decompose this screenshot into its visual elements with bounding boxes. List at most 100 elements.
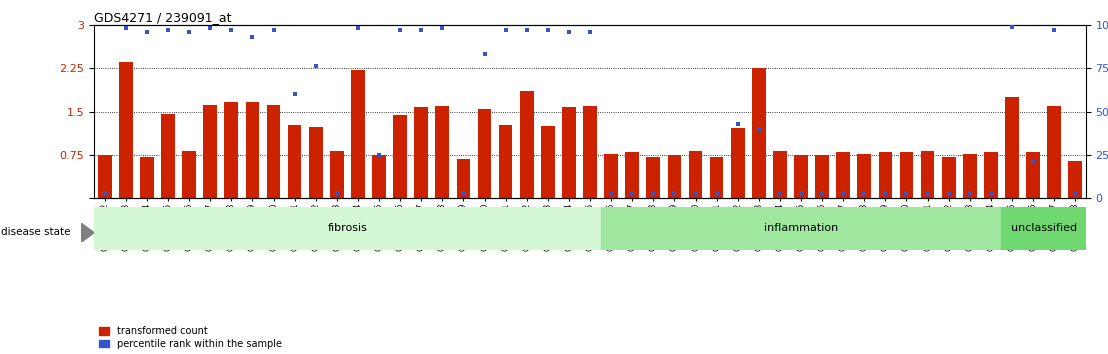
- Bar: [879, 152, 892, 198]
- Point: [624, 190, 642, 196]
- Bar: [604, 154, 618, 198]
- Point: [433, 25, 451, 31]
- Point: [897, 190, 915, 196]
- Text: unclassified: unclassified: [1010, 223, 1077, 233]
- Bar: [330, 151, 343, 198]
- Point: [708, 190, 726, 196]
- Bar: [1005, 97, 1019, 198]
- Point: [940, 190, 957, 196]
- Text: fibrosis: fibrosis: [328, 223, 368, 233]
- Point: [412, 27, 430, 33]
- Bar: [456, 159, 470, 198]
- Bar: [393, 115, 407, 198]
- Point: [834, 190, 852, 196]
- Bar: [984, 152, 997, 198]
- Text: disease state: disease state: [1, 227, 71, 237]
- Bar: [752, 68, 766, 198]
- Point: [223, 27, 240, 33]
- Bar: [710, 156, 724, 198]
- Bar: [601, 207, 1002, 250]
- Point: [349, 25, 367, 31]
- Point: [265, 27, 283, 33]
- Point: [560, 29, 577, 35]
- Bar: [288, 125, 301, 198]
- Point: [855, 190, 873, 196]
- Bar: [435, 106, 449, 198]
- Point: [750, 126, 768, 132]
- Point: [982, 190, 999, 196]
- Bar: [309, 126, 322, 198]
- Point: [160, 27, 177, 33]
- Point: [581, 29, 598, 35]
- Point: [792, 190, 810, 196]
- Bar: [562, 108, 576, 198]
- Bar: [815, 155, 829, 198]
- Bar: [520, 91, 534, 198]
- Bar: [98, 155, 112, 198]
- Bar: [267, 104, 280, 198]
- Bar: [478, 109, 491, 198]
- Point: [475, 51, 493, 57]
- Bar: [225, 102, 238, 198]
- Bar: [204, 104, 217, 198]
- Point: [603, 190, 620, 196]
- Bar: [794, 155, 808, 198]
- Bar: [140, 156, 154, 198]
- Bar: [246, 102, 259, 198]
- Point: [1045, 27, 1063, 33]
- Bar: [625, 152, 639, 198]
- Bar: [667, 155, 681, 198]
- Bar: [921, 151, 934, 198]
- Point: [117, 25, 135, 31]
- Polygon shape: [81, 223, 94, 242]
- Bar: [900, 152, 913, 198]
- Bar: [183, 151, 196, 198]
- Point: [919, 190, 936, 196]
- Point: [328, 190, 346, 196]
- Bar: [731, 128, 745, 198]
- Point: [454, 190, 472, 196]
- Point: [813, 190, 831, 196]
- Point: [876, 190, 894, 196]
- Legend: transformed count, percentile rank within the sample: transformed count, percentile rank withi…: [99, 326, 281, 349]
- Bar: [1002, 207, 1086, 250]
- Point: [666, 190, 684, 196]
- Bar: [541, 126, 555, 198]
- Bar: [94, 207, 601, 250]
- Point: [96, 190, 114, 196]
- Point: [202, 25, 219, 31]
- Text: GDS4271 / 239091_at: GDS4271 / 239091_at: [94, 11, 232, 24]
- Point: [687, 190, 705, 196]
- Point: [961, 190, 978, 196]
- Bar: [1026, 152, 1040, 198]
- Point: [391, 27, 409, 33]
- Point: [771, 190, 789, 196]
- Point: [645, 190, 663, 196]
- Bar: [858, 154, 871, 198]
- Bar: [837, 152, 850, 198]
- Point: [538, 27, 556, 33]
- Bar: [963, 154, 976, 198]
- Point: [1024, 159, 1042, 165]
- Text: inflammation: inflammation: [763, 223, 838, 233]
- Bar: [646, 156, 660, 198]
- Bar: [583, 106, 597, 198]
- Point: [1066, 190, 1084, 196]
- Point: [181, 29, 198, 35]
- Point: [370, 152, 388, 158]
- Point: [729, 121, 747, 126]
- Point: [517, 27, 535, 33]
- Bar: [1068, 161, 1083, 198]
- Point: [496, 27, 514, 33]
- Point: [138, 29, 156, 35]
- Point: [244, 34, 261, 40]
- Bar: [414, 108, 428, 198]
- Bar: [689, 151, 702, 198]
- Point: [286, 91, 304, 97]
- Bar: [119, 62, 133, 198]
- Point: [307, 64, 325, 69]
- Bar: [1047, 106, 1061, 198]
- Bar: [372, 155, 386, 198]
- Point: [1003, 24, 1020, 29]
- Bar: [773, 151, 787, 198]
